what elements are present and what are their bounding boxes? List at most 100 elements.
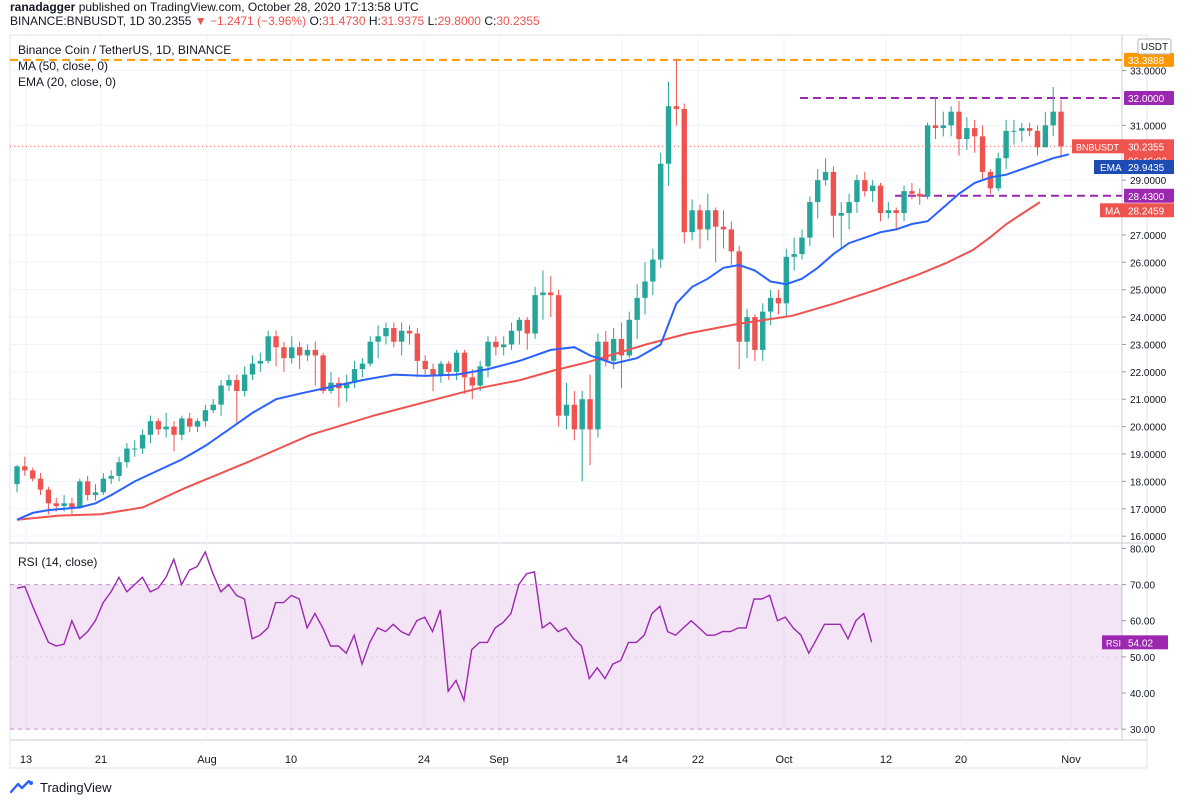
candle-body [555, 295, 562, 416]
time-tick-label: 12 [880, 754, 892, 766]
candle-body [414, 333, 421, 361]
high-label: H: [368, 14, 381, 28]
candle-body [634, 297, 640, 320]
time-tick-label: 20 [955, 754, 967, 766]
candle-body [289, 347, 295, 359]
candle-body [273, 336, 279, 348]
candle-body [77, 481, 83, 508]
legend-ma[interactable]: MA (50, close, 0) [18, 59, 109, 73]
candle-body [940, 125, 946, 129]
candle-body [257, 360, 264, 364]
low-value: 29.8000 [437, 14, 481, 28]
resistance-tag-box [1124, 52, 1174, 67]
ma-pill-box [1100, 203, 1124, 218]
candle-body [296, 347, 303, 356]
price-axis[interactable]: 16.0000 17.0000 18.0000 19.0000 20.0000 21.00… [1122, 67, 1167, 544]
currency-badge[interactable]: USDT [1137, 38, 1172, 55]
publish-line: ranadagger published on TradingView.com,… [10, 0, 419, 14]
ma-pill-text: MA [1105, 206, 1120, 217]
range-low-tag-text: 28.4300 [1128, 192, 1165, 203]
candle-body [116, 462, 122, 476]
candle-body [265, 336, 271, 361]
candle-body [603, 341, 609, 361]
candle-body [924, 125, 931, 197]
candle-body [760, 311, 766, 350]
legend-rsi[interactable]: RSI (14, close) [18, 555, 98, 569]
candle-body [901, 191, 907, 214]
candle-body [893, 210, 899, 214]
candle-body [626, 319, 632, 356]
ema-line [16, 153, 1070, 521]
price-tags: 33.388832.0000BNBUSDT30.235506:46:03EMA2… [1072, 52, 1174, 650]
candle-body [312, 349, 318, 356]
candle-body [108, 475, 114, 479]
price-tick-label: 21.0000 [1130, 395, 1167, 406]
candle-body [469, 377, 475, 386]
candle-body [1026, 128, 1033, 131]
candle-body [1034, 130, 1041, 148]
candle-body [744, 317, 750, 342]
rsi-tag-box [1124, 635, 1168, 650]
rsi-tick-label: 60.00 [1130, 617, 1155, 628]
range-low-tag-box [1124, 188, 1174, 203]
time-tick-label: Aug [197, 754, 217, 766]
price-tick-label: 16.0000 [1130, 532, 1167, 543]
candle-body [155, 421, 161, 430]
candle-body [697, 210, 703, 230]
price-tick-label: 27.0000 [1130, 231, 1167, 242]
rsi-band [10, 584, 1122, 730]
candle-body [728, 229, 735, 252]
rsi-band-fill [10, 584, 1122, 730]
candle-body [422, 360, 428, 370]
candle-body [917, 193, 923, 197]
candle-body [30, 470, 36, 479]
main-pane-border [9, 34, 1148, 769]
candle-body [681, 108, 687, 233]
tradingview-brand[interactable]: TradingView [10, 778, 112, 796]
candle-body [877, 185, 884, 214]
time-axis[interactable]: 13 21 Aug 10 24 Sep 14 22 Oct 12 20 Nov [20, 754, 1081, 766]
candle-body [516, 319, 523, 331]
price-tick-label: 17.0000 [1130, 505, 1167, 516]
candle-body [964, 128, 970, 140]
candle-body [972, 128, 978, 137]
candle-body [987, 171, 994, 189]
open-value: 31.4730 [322, 14, 366, 28]
candle-body [241, 374, 248, 392]
legend-ema[interactable]: EMA (20, close, 0) [18, 75, 117, 89]
candle-body [406, 330, 413, 334]
high-value: 31.9375 [380, 14, 425, 28]
range-high-tag-text: 32.0000 [1128, 94, 1165, 105]
time-tick-label: 21 [95, 754, 107, 766]
candle-body [1003, 130, 1009, 159]
candle-body [540, 292, 546, 296]
candle-body [815, 180, 821, 203]
candle-body [767, 297, 774, 312]
candle-body [799, 237, 805, 255]
price-tick-label: 29.0000 [1130, 176, 1167, 187]
author-name[interactable]: ranadagger [10, 0, 76, 14]
candle-body [226, 380, 232, 386]
candle-body [838, 213, 844, 216]
candle-body [650, 259, 656, 282]
candle-body [171, 426, 177, 435]
symbol-pill-text: BNBUSDT [1076, 142, 1120, 152]
low-label: L: [427, 14, 438, 28]
price-change: −1.2471 (−3.96%) [210, 14, 307, 28]
candle-body [665, 106, 672, 164]
candle-body [45, 489, 52, 504]
candle-body [979, 136, 986, 172]
rsi-axis[interactable]: 30.00 40.00 50.00 60.00 70.00 80.00 [1122, 544, 1155, 736]
candle-body [642, 281, 648, 298]
candle-body [595, 341, 601, 430]
price-tick-label: 20.0000 [1130, 423, 1167, 434]
top-header: ranadagger published on TradingView.com,… [0, 0, 1203, 34]
candle-body [367, 341, 373, 364]
candle-body [783, 256, 789, 304]
candle-body [563, 404, 570, 416]
brand-name: TradingView [40, 779, 112, 795]
candle-body [493, 341, 499, 348]
symbol-pill-box [1072, 139, 1124, 154]
candle-body [571, 404, 578, 430]
